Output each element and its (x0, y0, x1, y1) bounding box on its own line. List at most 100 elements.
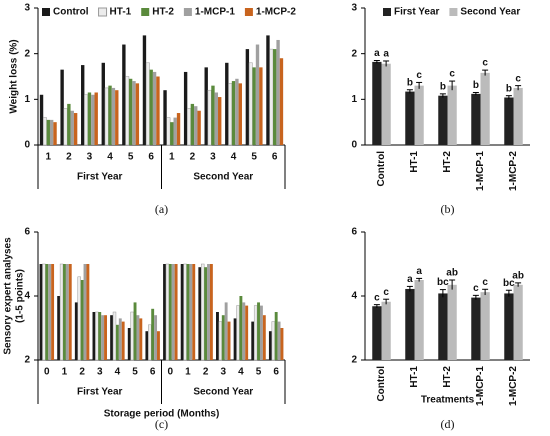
x-tick-label: 4 (115, 367, 121, 378)
bar (277, 321, 281, 360)
y-tick-label: 2 (351, 355, 357, 366)
bar (238, 83, 242, 145)
x-tick-label: 3 (210, 152, 216, 163)
bar (151, 308, 155, 360)
x-tick-label: 0 (44, 367, 50, 378)
bar (405, 91, 415, 145)
bar (115, 90, 119, 145)
significance-letter: a (383, 49, 389, 60)
significance-letter: b (440, 81, 446, 92)
bar (211, 85, 215, 145)
significance-letter: c (383, 287, 389, 298)
significance-letter: a (374, 48, 380, 59)
y-axis-label: Sensory expert analyses (3, 237, 14, 355)
bar (152, 71, 157, 145)
bar (132, 81, 136, 145)
bar (51, 264, 55, 360)
x-tick-label: 4 (107, 152, 113, 163)
panel-label: (c) (155, 417, 168, 431)
bar (74, 302, 78, 360)
bar (91, 94, 95, 145)
x-tick-label: 1 (169, 152, 175, 163)
bar (145, 331, 149, 360)
x-tick-label: HT-2 (442, 366, 453, 388)
bar (104, 87, 109, 146)
bar (122, 44, 126, 145)
bar (171, 264, 175, 360)
bar (231, 81, 236, 145)
bar (209, 264, 213, 360)
bar (127, 328, 131, 360)
bar (252, 67, 256, 145)
y-tick-label: 2 (24, 48, 30, 59)
bar (480, 72, 490, 145)
significance-letter: bc (437, 277, 449, 288)
bar (273, 49, 277, 145)
bar (183, 263, 187, 361)
bar (251, 321, 255, 360)
bar (224, 302, 228, 360)
bar (480, 292, 490, 360)
bar (168, 264, 172, 360)
bar (204, 267, 208, 360)
x-tick-label: 5 (128, 152, 134, 163)
bar (148, 324, 152, 361)
y-tick-label: 1 (351, 94, 357, 105)
bar (236, 305, 240, 361)
bar (149, 69, 153, 145)
bar (253, 305, 258, 361)
bar (165, 263, 170, 361)
bar (135, 83, 140, 145)
significance-letter: b (506, 83, 512, 94)
x-tick-label: 1 (62, 367, 68, 378)
x-tick-label: 1 (46, 152, 52, 163)
bar (57, 296, 61, 360)
significance-letter: b (473, 80, 479, 91)
bar (130, 311, 134, 361)
bar (259, 305, 263, 360)
y-tick-label: 4 (351, 291, 357, 302)
group-label: First Year (77, 172, 123, 183)
legend-swatch (42, 8, 50, 16)
bar (83, 264, 87, 360)
x-tick-label: HT-1 (409, 366, 420, 388)
x-tick-label: 0 (168, 367, 174, 378)
x-tick-label: 5 (132, 367, 138, 378)
bar (86, 264, 90, 360)
significance-letter: c (482, 58, 488, 69)
x-tick-label: 1-MCP-1 (475, 366, 486, 406)
panel-label: (a) (155, 202, 168, 216)
bar (166, 117, 171, 146)
significance-letter: a (416, 266, 422, 277)
bar (128, 78, 133, 145)
bar (180, 264, 184, 360)
bar (197, 110, 201, 145)
x-tick-label: 6 (272, 152, 278, 163)
y-tick-label: 0 (351, 140, 357, 151)
x-tick-label: HT-2 (442, 151, 453, 173)
significance-letter: ab (446, 268, 458, 279)
bar (98, 312, 102, 360)
bar (70, 110, 74, 145)
bar (101, 62, 105, 145)
bar (372, 61, 382, 145)
bar (504, 97, 514, 145)
bar (405, 288, 415, 360)
bar (95, 311, 99, 361)
bar (39, 94, 44, 145)
x-tick-label: Control (376, 366, 387, 402)
y-tick-label: 2 (351, 48, 357, 59)
bar (136, 315, 140, 360)
y-tick-label: 6 (24, 227, 30, 238)
significance-letter: c (374, 292, 380, 303)
y-axis-label: Weight loss (%) (9, 39, 20, 113)
bar (447, 85, 457, 145)
bar (125, 76, 130, 146)
bar (92, 312, 96, 360)
bar (42, 117, 47, 146)
bar (242, 302, 246, 360)
bar (112, 311, 117, 361)
bar (111, 87, 116, 145)
x-tick-label: 5 (251, 152, 257, 163)
bar (372, 306, 382, 360)
